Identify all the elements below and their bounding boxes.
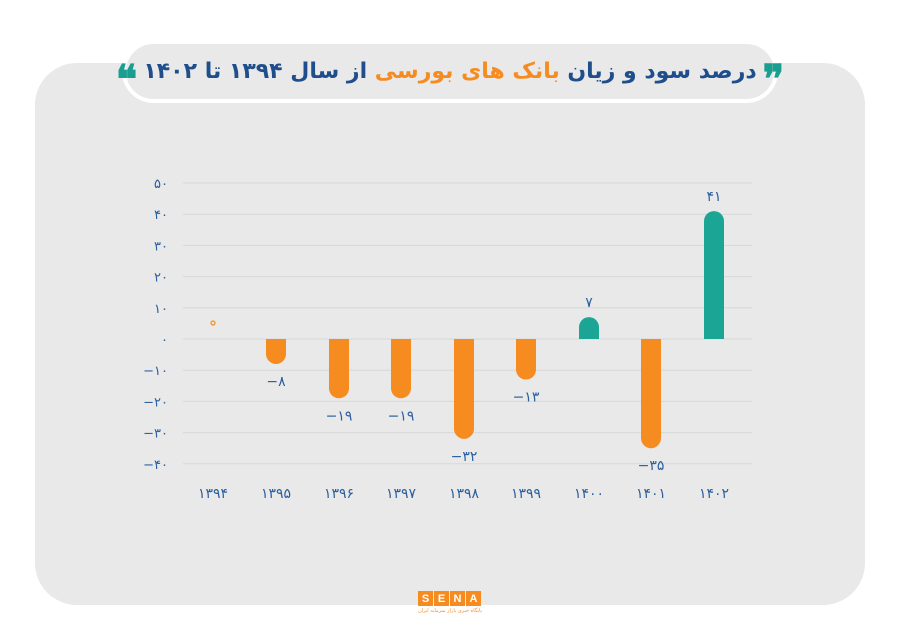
y-tick-label: ۲۰ xyxy=(154,271,168,286)
logo-letter: S xyxy=(418,591,433,606)
bar-1396 xyxy=(329,339,349,399)
title-highlight: بانک های بورسی xyxy=(374,59,560,84)
y-tick-label: ۴۰ xyxy=(154,208,168,223)
data-label: ۴۱ xyxy=(706,189,721,205)
y-tick-label: ۳۰ xyxy=(154,239,168,254)
logo-letter: N xyxy=(450,591,465,606)
x-tick-label: ۱۴۰۰ xyxy=(574,486,604,502)
logo-tagline: پایگاه خبری بازار سرمایه ایران xyxy=(418,608,482,614)
chart-panel xyxy=(35,63,865,605)
y-tick-label: ۵۰ xyxy=(154,177,168,192)
bar-1398 xyxy=(454,339,474,439)
title-banner: ❞ درصد سود و زیان بانک های بورسی از سال … xyxy=(116,40,784,103)
y-tick-label: ۱۰ xyxy=(154,302,168,317)
data-label: −۳۲ xyxy=(451,449,478,465)
x-tick-label: ۱۳۹۵ xyxy=(261,486,291,502)
bar-1397 xyxy=(391,339,412,399)
close-quote-icon: ❝ xyxy=(115,55,138,103)
data-label: −۱۳ xyxy=(513,390,540,406)
y-tick-label: −۳۰ xyxy=(143,427,168,442)
y-tick-label: −۴۰ xyxy=(143,458,168,473)
open-quote-icon: ❞ xyxy=(762,55,785,103)
bar-1399 xyxy=(516,339,536,380)
zero-marker xyxy=(210,320,216,326)
y-tick-label: −۱۰ xyxy=(143,364,168,379)
x-tick-label: ۱۳۹۴ xyxy=(198,486,228,502)
bar-1395 xyxy=(266,339,286,364)
data-label: −۸ xyxy=(266,374,286,390)
title-part-2: از سال ۱۳۹۴ تا ۱۴۰۲ xyxy=(143,59,368,84)
data-label: −۱۹ xyxy=(388,408,415,424)
x-tick-label: ۱۴۰۱ xyxy=(636,486,666,502)
bar-1400 xyxy=(579,317,599,339)
logo-letter: A xyxy=(466,591,481,606)
data-label: −۱۹ xyxy=(326,408,353,424)
x-tick-label: ۱۳۹۷ xyxy=(386,486,417,502)
x-tick-label: ۱۴۰۲ xyxy=(699,486,729,502)
x-tick-label: ۱۳۹۹ xyxy=(511,486,541,502)
logo-letter: E xyxy=(434,591,449,606)
bar-1401 xyxy=(641,339,661,449)
chart-title: درصد سود و زیان بانک های بورسی از سال ۱۳… xyxy=(143,59,756,84)
title-part-1: درصد سود و زیان xyxy=(567,59,757,84)
data-label: ۷ xyxy=(585,295,593,311)
data-label: −۳۵ xyxy=(638,458,665,474)
x-tick-label: ۱۳۹۶ xyxy=(324,486,354,502)
y-tick-label: ۰ xyxy=(161,333,168,348)
y-tick-label: −۲۰ xyxy=(143,395,168,410)
bar-1402 xyxy=(704,211,724,339)
x-tick-label: ۱۳۹۸ xyxy=(449,486,480,502)
